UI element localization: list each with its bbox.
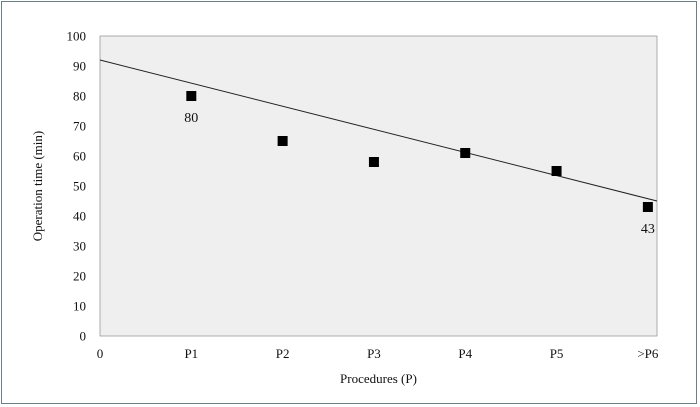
data-point-marker: [642, 202, 653, 212]
x-axis-ticks: 0 P1 P2 P3 P4 P5 >P6: [97, 346, 659, 361]
x-tick-label: >P6: [637, 346, 659, 361]
x-tick-label: P5: [550, 346, 564, 361]
y-axis-title: Operation time (min): [30, 131, 45, 241]
data-point-marker: [460, 148, 471, 158]
x-tick-label: P2: [276, 346, 290, 361]
x-tick-label: P4: [458, 346, 472, 361]
y-tick-label: 40: [73, 209, 86, 224]
y-tick-label: 30: [73, 239, 86, 254]
data-points: [186, 91, 653, 212]
x-tick-label: P1: [184, 346, 198, 361]
y-tick-label: 0: [80, 329, 87, 344]
y-axis-ticks: 0 10 20 30 40 50 60 70 80 90 100: [67, 29, 87, 344]
y-tick-label: 10: [73, 299, 86, 314]
data-label: 43: [641, 222, 655, 237]
x-axis-title: Procedures (P): [340, 371, 417, 386]
y-tick-label: 80: [73, 89, 86, 104]
data-point-marker: [277, 136, 288, 146]
x-tick-label: P3: [367, 346, 381, 361]
data-point-marker: [186, 91, 197, 101]
y-tick-label: 90: [73, 59, 86, 74]
plot-area: [99, 35, 658, 337]
linear-trendline: [99, 59, 658, 202]
y-tick-label: 70: [73, 119, 86, 134]
y-tick-label: 20: [73, 269, 86, 284]
data-point-marker: [551, 166, 562, 176]
y-tick-label: 50: [73, 179, 86, 194]
y-tick-label: 60: [73, 149, 86, 164]
x-tick-label: 0: [97, 346, 104, 361]
y-tick-label: 100: [67, 29, 87, 44]
data-labels: 80 43: [184, 111, 655, 237]
data-label: 80: [184, 111, 198, 126]
data-point-marker: [368, 157, 379, 167]
